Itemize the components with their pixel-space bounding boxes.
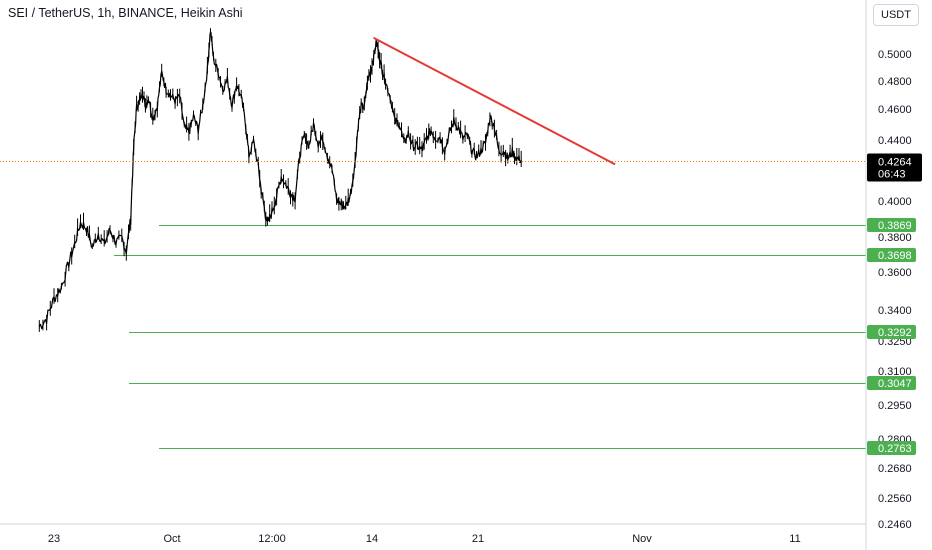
time-tick-label: 23	[48, 533, 60, 545]
level-badge	[867, 376, 916, 390]
price-tick-label: 0.2560	[878, 493, 912, 505]
level-badge-label: 0.3047	[878, 378, 912, 390]
level-badge	[867, 248, 916, 262]
level-badge-label: 0.3698	[878, 250, 912, 262]
support-levels	[114, 225, 866, 449]
trendline[interactable]	[373, 36, 616, 166]
price-tick-label: 0.4600	[878, 104, 912, 116]
price-tick-label: 0.3400	[878, 305, 912, 317]
level-badge	[867, 218, 916, 232]
price-tick-label: 0.2950	[878, 400, 912, 412]
level-badge-label: 0.3292	[878, 327, 912, 339]
price-tick-label: 0.4800	[878, 76, 912, 88]
axes	[0, 0, 867, 550]
level-badge-label: 0.3869	[878, 220, 912, 232]
time-tick-label: 14	[366, 533, 378, 545]
price-tick-label: 0.4400	[878, 135, 912, 147]
time-tick-label: Nov	[632, 533, 652, 545]
price-tick-label: 0.3600	[878, 267, 912, 279]
price-tick-label: 0.3100	[878, 366, 912, 378]
time-tick-label: 11	[789, 533, 800, 545]
time-tick-label: 21	[472, 533, 484, 545]
bar-countdown: 06:43	[878, 169, 906, 181]
price-axis[interactable]: 0.5000 0.4800 0.4600 0.4400 0.4000 0.3800 0.36…	[878, 49, 912, 531]
level-badge	[867, 325, 916, 339]
current-price-value: 0.4264	[878, 157, 912, 169]
price-tick-label: 0.2680	[878, 463, 912, 475]
current-price-badge	[867, 153, 922, 182]
price-marks	[0, 28, 866, 332]
level-badge	[867, 441, 916, 455]
level-badge-label: 0.2763	[878, 443, 912, 455]
price-tick-label: 0.5000	[878, 49, 912, 61]
time-axis[interactable]: 23 Oct 12:00 14 21 Nov 11	[48, 533, 801, 545]
currency-button[interactable]: USDT	[873, 4, 919, 26]
price-tick-label: 0.2460	[878, 519, 912, 531]
price-tick-label: 0.4000	[878, 196, 912, 208]
price-tick-label: 0.3800	[878, 232, 912, 244]
time-tick-label: 12:00	[258, 533, 286, 545]
time-tick-label: Oct	[163, 533, 180, 545]
chart-title: SEI / TetherUS, 1h, BINANCE, Heikin Ashi	[8, 6, 243, 20]
price-badges: 0.3869 0.3698 0.3292 0.3047 0.2763 0.426406:4…	[867, 153, 922, 455]
